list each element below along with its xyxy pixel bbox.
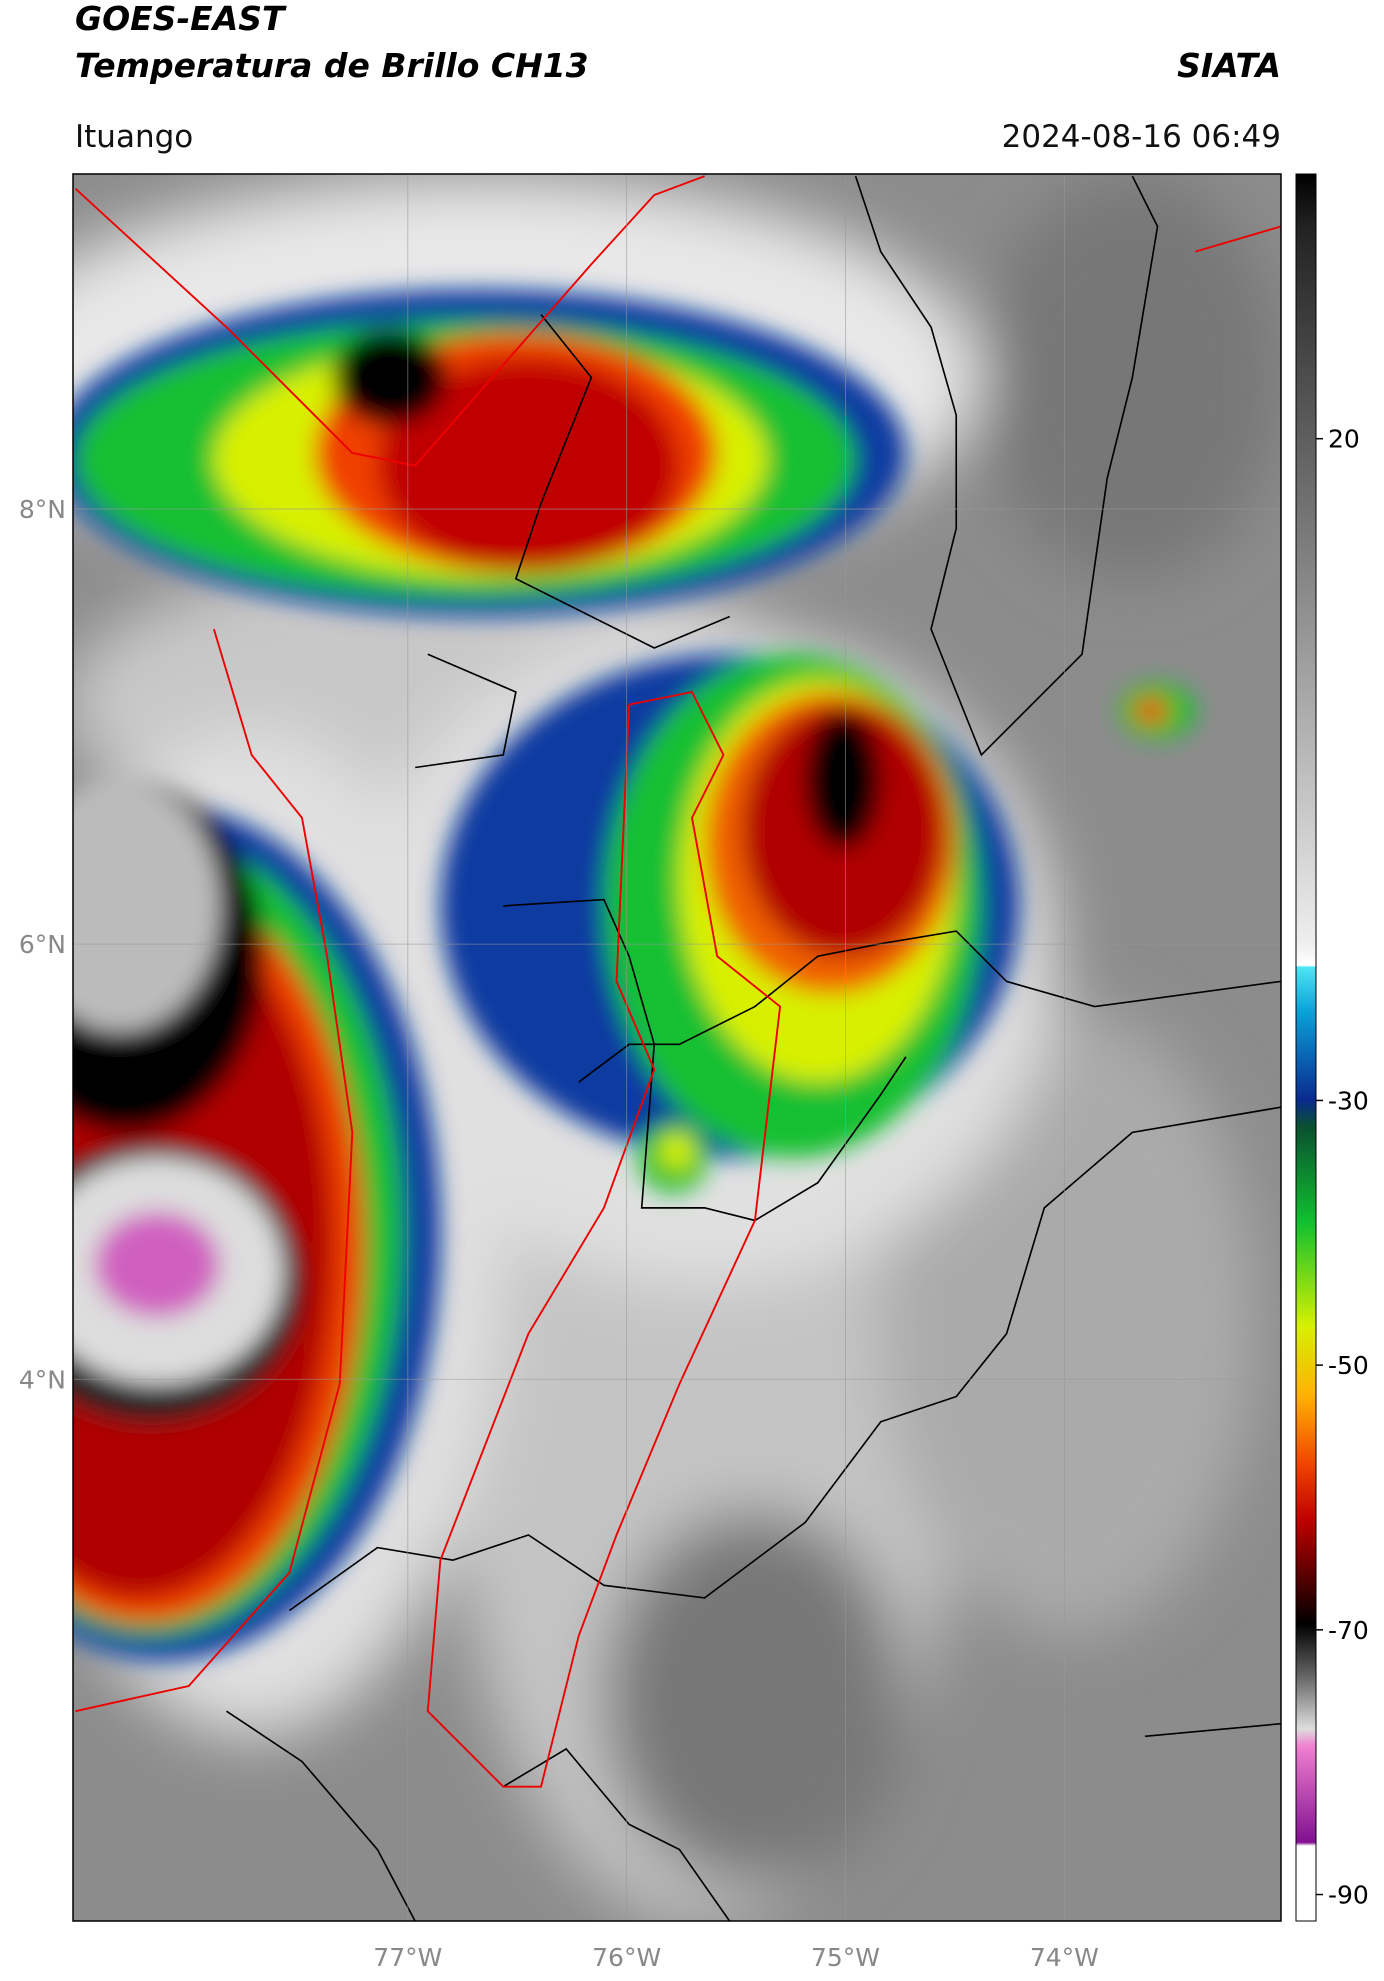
x-tick-label: 75°W xyxy=(811,1943,880,1972)
map-frame xyxy=(72,173,1282,1922)
y-tick-label: 8°N xyxy=(19,495,66,524)
colorbar-tick-label: -30 xyxy=(1328,1086,1369,1115)
colorbar-tick-label: -90 xyxy=(1328,1881,1369,1910)
x-tick-label: 76°W xyxy=(592,1943,661,1972)
y-tick-label: 6°N xyxy=(19,930,66,959)
title: GOES-EAST xyxy=(75,0,287,38)
satellite-image xyxy=(73,174,1281,1921)
x-tick-label: 74°W xyxy=(1030,1943,1099,1972)
graticule xyxy=(73,174,1281,1921)
subtitle: Temperatura de Brillo CH13 xyxy=(75,46,589,85)
colorbar-tick-label: -50 xyxy=(1328,1351,1369,1380)
datetime: 2024-08-16 06:49 xyxy=(1002,119,1281,155)
colorbar-tick-label: 20 xyxy=(1328,425,1360,454)
location: Ituango xyxy=(75,119,193,155)
x-tick-label: 77°W xyxy=(373,1943,442,1972)
organization: SIATA xyxy=(1177,46,1281,85)
colorbar-tick-label: -70 xyxy=(1328,1616,1369,1645)
y-tick-label: 4°N xyxy=(19,1365,66,1394)
colorbar xyxy=(1295,173,1317,1922)
